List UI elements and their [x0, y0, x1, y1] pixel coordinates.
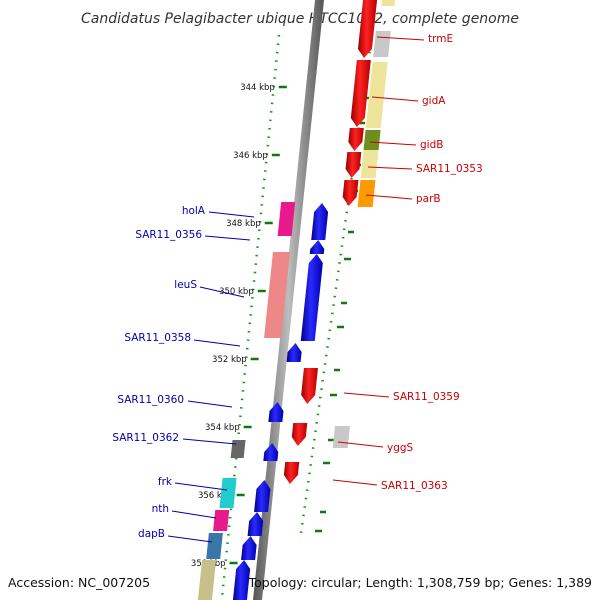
cog-box [381, 0, 396, 6]
scale-tick-label: 346 kbp [233, 151, 268, 161]
label-leader-line [208, 211, 255, 218]
label-leader-line [371, 96, 419, 102]
label-leader-line [199, 286, 245, 298]
label-leader-line [167, 535, 213, 543]
forward-feature-label: SAR11_0363 [381, 480, 448, 492]
scale-tick-label: 352 kbp [212, 355, 247, 365]
cog-box [332, 426, 350, 448]
cds-forward-arrow [301, 368, 318, 404]
cds-reverse-arrow [241, 536, 257, 560]
cog-box [363, 130, 381, 150]
cog-box [197, 560, 217, 600]
cds-track [232, 0, 378, 600]
cds-forward-arrow [350, 60, 371, 127]
label-leader-line [367, 166, 413, 170]
scale-tick-label: 356 kbp [198, 491, 233, 501]
cds-reverse-arrow [311, 203, 329, 240]
label-leader-line [343, 392, 390, 398]
reverse-feature-label: SAR11_0358 [124, 332, 191, 344]
cog-box [219, 478, 237, 508]
scale-tick-label: 344 kbp [240, 83, 275, 93]
label-leader-line [376, 36, 425, 41]
outer-dotted-ring-left [220, 34, 281, 599]
forward-feature-label: parB [416, 193, 441, 205]
scale-tick-label: 348 kbp [226, 219, 261, 229]
cds-reverse-arrow [286, 343, 302, 362]
forward-feature-label: gidB [420, 139, 443, 151]
cds-forward-arrow [283, 462, 300, 484]
cds-reverse-arrow [300, 254, 323, 341]
reverse-feature-label: holA [182, 205, 206, 217]
cds-forward-arrow [345, 152, 362, 178]
reverse-feature-label: leuS [174, 279, 197, 291]
label-leader-line [337, 441, 384, 448]
forward-feature-label: gidA [422, 95, 446, 107]
forward-feature-label: SAR11_0359 [393, 391, 460, 403]
forward-feature-label: SAR11_0353 [416, 163, 483, 175]
cds-reverse-arrow [263, 443, 279, 461]
cog-box [213, 510, 230, 531]
cog-box [360, 150, 379, 178]
reverse-feature-label: dapB [138, 528, 165, 540]
label-leader-line [365, 194, 413, 200]
cog-box [373, 31, 391, 57]
label-leader-line [187, 400, 233, 408]
reverse-feature-label: frk [158, 476, 173, 488]
reverse-feature-label: SAR11_0360 [117, 394, 184, 406]
reverse-feature-label: SAR11_0356 [135, 229, 202, 241]
label-leader-line [369, 141, 417, 146]
cds-forward-arrow [342, 180, 359, 206]
cog-box [264, 252, 290, 338]
cds-reverse-arrow [268, 402, 284, 422]
cog-box [206, 533, 223, 559]
topology-text: Topology: circular; Length: 1,308,759 bp… [248, 575, 592, 590]
forward-feature-label: trmE [428, 33, 453, 45]
map-title: Candidatus Pelagibacter ubique HTCC1062,… [81, 11, 519, 27]
label-leader-line [193, 339, 241, 347]
scale-tick-label: 354 kbp [205, 423, 240, 433]
cds-reverse-arrow [247, 512, 264, 536]
cds-reverse-arrow [254, 480, 271, 512]
reverse-feature-label: nth [152, 503, 169, 515]
scale-tick-label: 350 kbp [219, 287, 254, 297]
reverse-feature-label: SAR11_0362 [112, 432, 179, 444]
label-leader-line [332, 479, 378, 486]
cds-forward-arrow [348, 128, 364, 151]
cog-box [365, 62, 388, 128]
cog-box [357, 180, 376, 207]
cds-reverse-arrow [232, 560, 251, 600]
cds-forward-arrow [291, 423, 308, 446]
cds-forward-arrow [357, 0, 378, 58]
label-leader-line [204, 235, 251, 241]
label-leader-line [174, 482, 228, 491]
accession-text: Accession: NC_007205 [8, 575, 150, 590]
cds-reverse-arrow [309, 240, 325, 254]
feature-labels: trmE gidA gidB SAR11_0353 parB SAR11_0359 yggS… [112, 33, 483, 543]
cog-box [277, 202, 296, 236]
cog-box [230, 440, 246, 458]
forward-feature-label: yggS [387, 442, 414, 454]
label-leader-line [171, 510, 217, 519]
label-leader-line [182, 438, 237, 445]
